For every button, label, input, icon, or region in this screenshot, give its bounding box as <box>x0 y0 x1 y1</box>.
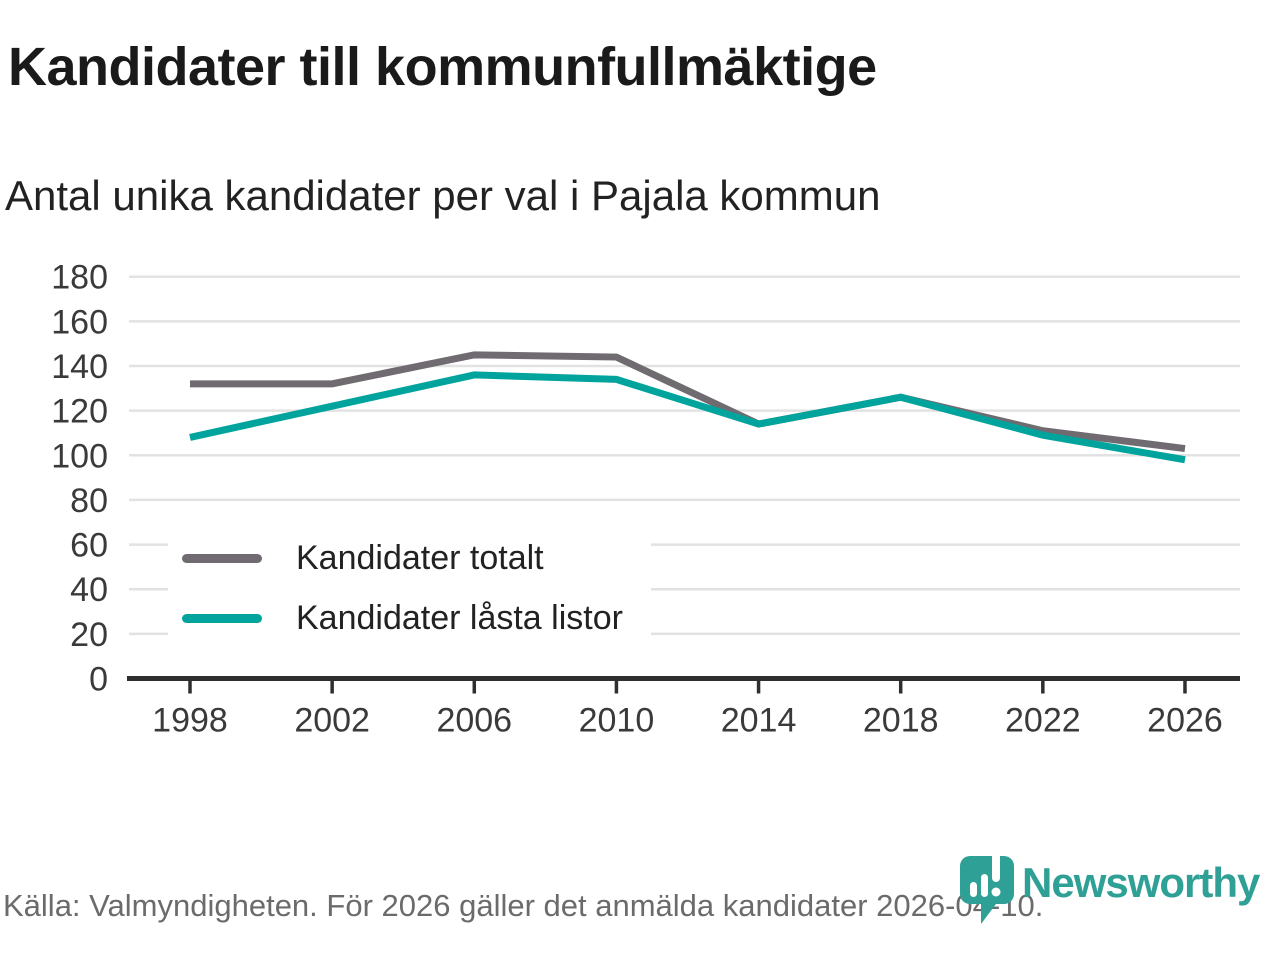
chart-subtitle: Antal unika kandidater per val i Pajala … <box>5 172 881 219</box>
y-axis-tick-label: 60 <box>70 527 108 565</box>
series-line-totalt <box>190 351 1186 453</box>
newsworthy-logo: Newsworthy <box>958 852 1260 928</box>
legend-label-lasta-listor: Kandidater låsta listor <box>296 598 623 637</box>
newsworthy-wordmark: Newsworthy <box>1022 859 1260 906</box>
x-axis-tick-label: 2018 <box>863 702 939 740</box>
y-axis-tick-label: 120 <box>51 393 108 431</box>
chart-legend: Kandidater totalt Kandidater låsta listo… <box>168 526 651 650</box>
y-axis-tick-label: 160 <box>51 303 108 341</box>
source-note: Källa: Valmyndigheten. För 2026 gäller d… <box>3 888 1044 923</box>
legend-item-lasta-listor: Kandidater låsta listor <box>182 596 623 640</box>
x-axis-tick-label: 2014 <box>721 702 797 740</box>
x-axis-tick-label: 2006 <box>436 702 512 740</box>
legend-swatch-lasta-listor <box>182 613 262 623</box>
y-axis-tick-label: 180 <box>51 259 108 297</box>
page-title: Kandidater till kommunfullmäktige <box>8 37 877 97</box>
newsworthy-pin-icon <box>960 852 1014 924</box>
legend-label-totalt: Kandidater totalt <box>296 538 544 577</box>
legend-item-totalt: Kandidater totalt <box>182 536 623 580</box>
y-axis-tick-label: 140 <box>51 348 108 386</box>
x-axis-tick-label: 2022 <box>1005 702 1081 740</box>
x-axis-tick-label: 2002 <box>294 702 370 740</box>
y-axis-tick-label: 80 <box>70 482 108 520</box>
x-axis-tick-label: 2026 <box>1147 702 1223 740</box>
series-line-lasta-listor <box>189 371 1186 464</box>
x-axis-tick-label: 1998 <box>152 702 228 740</box>
y-axis-tick-label: 40 <box>70 571 108 609</box>
x-axis-tick-label: 2010 <box>579 702 655 740</box>
legend-swatch-totalt <box>182 553 262 563</box>
y-axis-tick-label: 0 <box>89 661 108 699</box>
y-axis-tick-label: 100 <box>51 437 108 475</box>
y-axis-tick-label: 20 <box>70 616 108 654</box>
